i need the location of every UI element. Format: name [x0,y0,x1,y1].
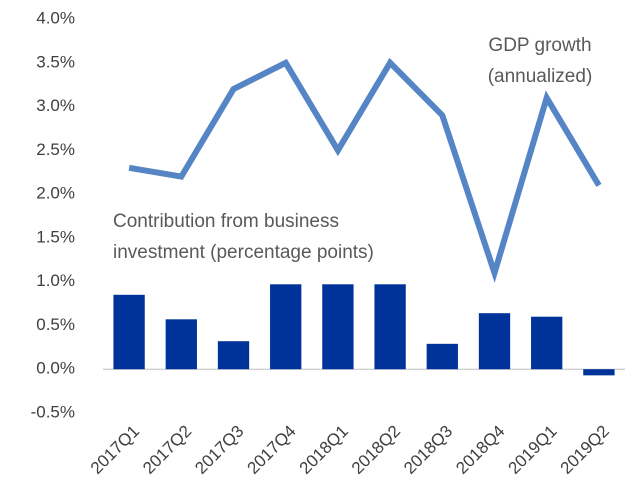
y-tick-label: 2.0% [36,184,75,203]
y-tick-label: 4.0% [36,8,75,27]
bar [478,313,511,370]
y-tick-label: 0.5% [36,315,75,334]
y-tick-label: 0.0% [36,359,75,378]
bar [374,284,406,370]
bar [531,316,563,370]
bar [426,343,458,370]
x-tick-label: 2018Q1 [296,422,352,478]
annotation: GDP growth [488,35,591,56]
y-tick-label: 2.5% [36,140,75,159]
annotation: investment (percentage points) [113,242,374,263]
x-tick-label: 2018Q4 [452,422,508,478]
bar [165,319,197,370]
x-tick-label: 2019Q2 [557,422,613,478]
y-tick-label: 1.5% [36,227,75,246]
x-tick-label: 2017Q3 [191,422,247,478]
bar [113,294,145,370]
x-tick-label: 2017Q2 [139,422,195,478]
bar [322,284,354,370]
y-tick-label: 3.0% [36,96,75,115]
annotation: Contribution from business [113,211,339,232]
x-tick-label: 2019Q1 [504,422,560,478]
line [128,57,602,283]
y-tick-label: 1.0% [36,271,75,290]
x-tick-label: 2018Q2 [348,422,404,478]
y-tick-label: -0.5% [31,402,75,421]
x-tick-label: 2017Q1 [87,422,143,478]
bar [583,369,615,376]
bar [270,284,302,370]
bar [217,341,250,370]
x-tick-label: 2017Q4 [243,422,299,478]
y-tick-label: 3.5% [36,52,75,71]
x-tick-label: 2018Q3 [400,422,456,478]
annotation: (annualized) [488,66,593,87]
